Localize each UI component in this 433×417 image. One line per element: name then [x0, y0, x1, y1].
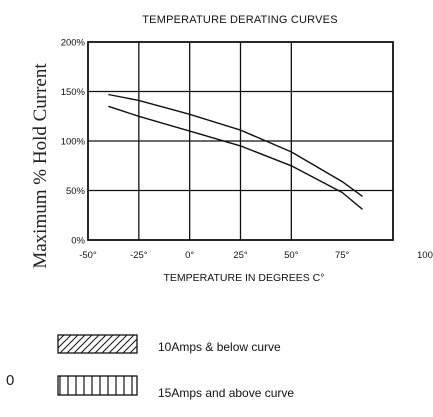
legend-swatch-diagonal-hatch — [57, 334, 138, 354]
x-tick-label-0: -50° — [79, 250, 97, 261]
x-tick-label-1: -25° — [130, 250, 148, 261]
plot-grid — [87, 41, 394, 241]
y-tick-labels: 0% 50% 100% 150% 200% — [61, 38, 86, 247]
legend-label-10amps: 10Amps & below curve — [158, 340, 281, 354]
legend-label-15amps: 15Amps and above curve — [158, 386, 294, 400]
legend-swatch-vertical-hatch — [57, 375, 138, 396]
y-tick-label-4: 200% — [61, 38, 86, 49]
chart-title: TEMPERATURE DERATING CURVES — [142, 14, 337, 26]
x-tick-label-3: 25° — [233, 250, 248, 261]
series-lines — [108, 93, 363, 210]
x-axis-label: TEMPERATURE IN DEGREES C° — [164, 272, 325, 284]
x-tick-label-2: 0° — [185, 250, 194, 261]
series-line-1 — [108, 105, 363, 210]
edge-digit: 0 — [6, 372, 14, 389]
x-tick-label-6: 100° — [417, 250, 433, 261]
y-tick-label-1: 50% — [66, 186, 86, 197]
x-tick-labels: -50° -25° 0° 25° 50° 75° 100° — [79, 250, 433, 261]
x-tick-label-5: 75° — [335, 250, 350, 261]
y-axis-label: Maximum % Hold Current — [30, 63, 51, 269]
plot-frame — [87, 41, 394, 241]
x-tick-label-4: 50° — [284, 250, 299, 261]
y-tick-label-3: 150% — [61, 87, 86, 98]
y-tick-label-0: 0% — [71, 236, 85, 247]
y-tick-label-2: 100% — [61, 137, 86, 148]
series-line-0 — [108, 93, 363, 197]
